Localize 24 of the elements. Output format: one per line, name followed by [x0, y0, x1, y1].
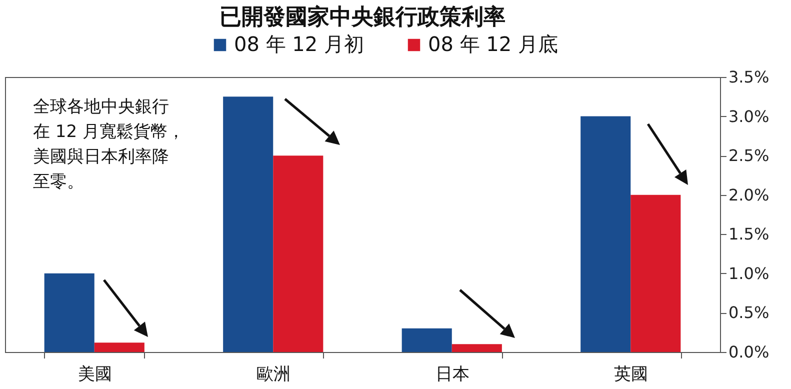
- y-tick-label: 0.0%: [728, 342, 770, 362]
- bar: [580, 116, 631, 352]
- chart-title: 已開發國家中央銀行政策利率: [220, 4, 506, 30]
- bar: [223, 96, 274, 352]
- y-tick-label: 1.5%: [728, 224, 770, 244]
- y-tick-label: 3.5%: [728, 68, 770, 86]
- bar: [94, 342, 144, 352]
- y-tick-label: 1.0%: [728, 264, 770, 283]
- x-tick-label: 日本: [435, 364, 470, 384]
- y-tick-label: 0.5%: [728, 303, 770, 322]
- bar: [273, 156, 324, 352]
- y-tick-label: 2.0%: [728, 185, 770, 204]
- bar: [452, 344, 502, 352]
- x-tick-label: 英國: [614, 364, 648, 384]
- legend-label: 08 年 12 月初: [234, 32, 364, 56]
- legend-label: 08 年 12 月底: [428, 32, 558, 56]
- annotation: 全球各地中央銀行在 12 月寬鬆貨幣，美國與日本利率降至零。: [33, 97, 184, 192]
- bar: [44, 273, 94, 352]
- bar: [402, 328, 452, 352]
- bar: [630, 194, 681, 352]
- x-tick-label: 歐洲: [256, 364, 291, 384]
- y-tick-label: 2.5%: [728, 146, 770, 166]
- y-tick-label: 3.0%: [728, 106, 770, 126]
- x-tick-label: 美國: [78, 364, 112, 384]
